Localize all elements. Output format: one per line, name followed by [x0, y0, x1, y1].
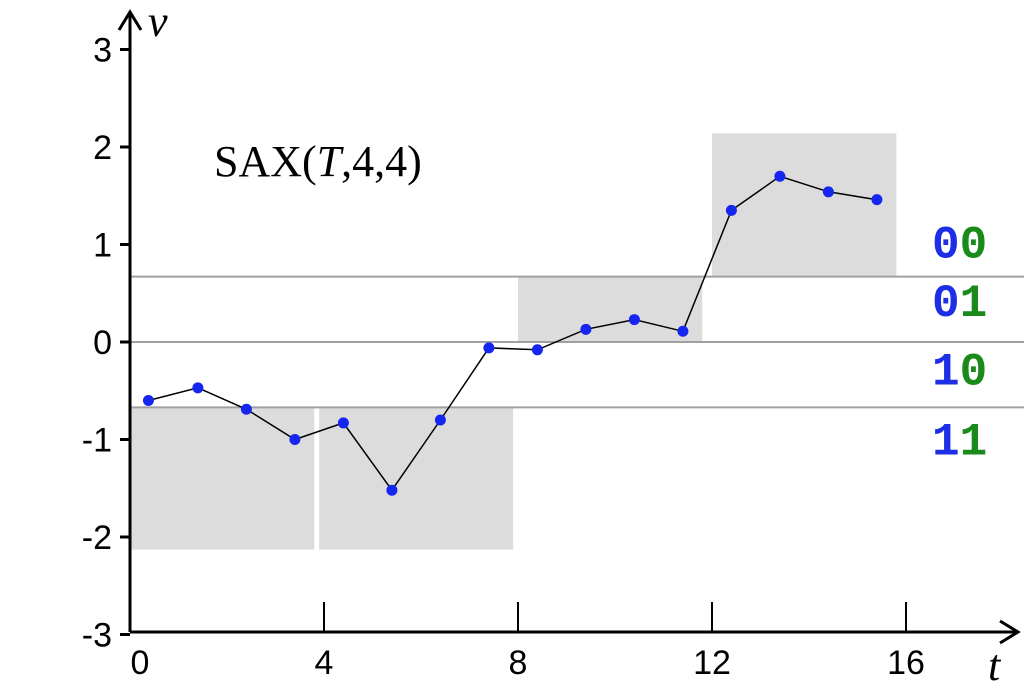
segment-regions [130, 133, 897, 550]
x-tick-label: 0 [131, 644, 150, 682]
data-point [871, 194, 883, 206]
y-tick-label: 3 [93, 32, 112, 70]
data-point [289, 434, 301, 445]
data-point [677, 325, 689, 337]
x-tick-label: 12 [693, 644, 731, 682]
data-point [822, 186, 834, 198]
symbol-code-first-digit: 1 [932, 346, 960, 398]
data-point [483, 342, 495, 354]
y-axis-arrow [117, 9, 143, 31]
axis-ticks: 3 2 1 0 -1 -2 -3 0 4 8 12 16 [82, 32, 925, 683]
y-tick-label: -2 [82, 519, 112, 557]
data-point [628, 314, 640, 326]
data-point [240, 403, 252, 415]
symbol-code: 01 [932, 278, 987, 330]
data-point [725, 204, 737, 216]
x-axis-label: t [988, 641, 1002, 690]
series-line [148, 175, 878, 492]
symbol-code: 11 [932, 417, 987, 469]
data-point [774, 170, 786, 182]
series [142, 170, 883, 496]
data-point [580, 323, 592, 335]
segment-region-1 [130, 407, 315, 550]
y-axis-label: v [148, 0, 168, 46]
y-tick-label: 1 [93, 227, 112, 265]
data-point [531, 344, 543, 356]
data-point [192, 382, 204, 394]
chart-title-suffix: ,4,4) [341, 137, 422, 186]
symbol-code-first-digit: 0 [932, 220, 960, 272]
symbol-code-first-digit: 1 [932, 417, 960, 469]
symbol-code: 10 [932, 346, 987, 398]
symbol-code-second-digit: 0 [960, 346, 988, 398]
symbol-code: 00 [932, 220, 987, 272]
axes [117, 9, 1021, 645]
chart-title-prefix: SAX( [214, 137, 317, 186]
chart-title: SAX(T,4,4) [214, 137, 422, 186]
x-tick-label: 8 [509, 644, 528, 682]
symbol-code-first-digit: 0 [932, 278, 960, 330]
data-point [386, 484, 398, 496]
data-point [142, 395, 154, 406]
y-tick-label: 2 [93, 129, 112, 167]
segment-region-2 [319, 407, 514, 550]
y-tick-label: 0 [93, 324, 112, 362]
data-point [434, 414, 446, 426]
chart-title-variable: T [317, 137, 345, 186]
data-point [337, 417, 349, 429]
x-axis-arrow [999, 619, 1021, 645]
y-tick-label: -3 [82, 617, 112, 655]
x-tick-label: 16 [887, 644, 925, 682]
y-tick-label: -1 [82, 422, 112, 460]
breakpoint-lines [130, 275, 1024, 409]
x-tick-label: 4 [315, 644, 334, 682]
symbol-code-second-digit: 0 [960, 220, 988, 272]
segment-region-4 [712, 133, 897, 277]
segment-region-3 [518, 276, 703, 342]
symbol-code-second-digit: 1 [960, 417, 988, 469]
symbol-code-second-digit: 1 [960, 278, 988, 330]
